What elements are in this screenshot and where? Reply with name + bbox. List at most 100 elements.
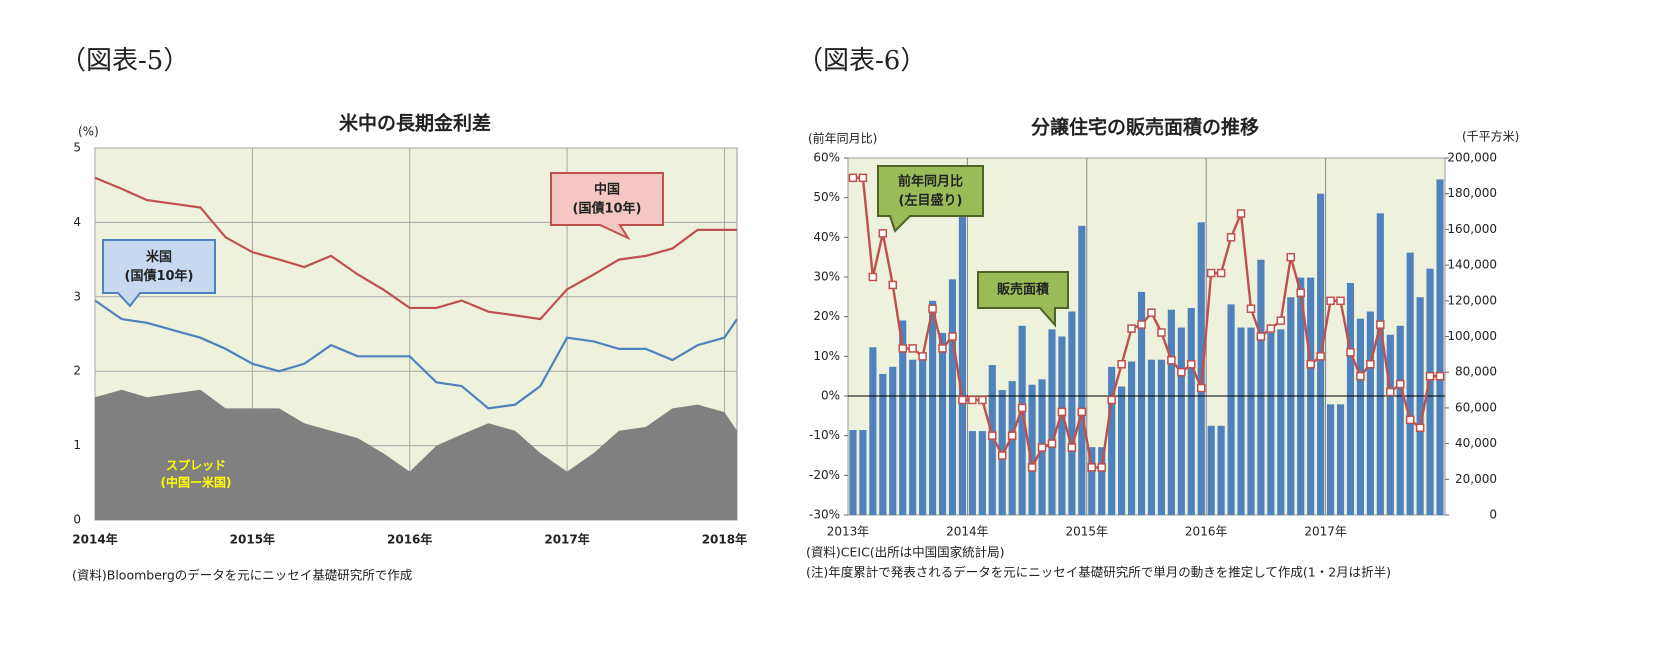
- bar: [889, 366, 897, 515]
- line-marker: [1117, 360, 1126, 369]
- line-marker: [1366, 360, 1375, 369]
- bar: [1118, 386, 1126, 515]
- bar: [1267, 332, 1275, 515]
- bar: [879, 373, 887, 515]
- bar: [1187, 307, 1195, 515]
- x-tick-label: 2014年: [946, 525, 989, 539]
- line-marker: [908, 344, 917, 353]
- bar: [1386, 334, 1394, 515]
- line: [94, 176, 737, 321]
- x-tick-label: 2017年: [1304, 525, 1347, 539]
- line-marker: [1405, 415, 1415, 425]
- y2-tick-label: 20,000: [1455, 472, 1497, 486]
- y2-tick-label: 140,000: [1447, 258, 1497, 272]
- x-tick-label: 2017年: [544, 532, 589, 547]
- bar: [928, 300, 937, 515]
- callout-box: [877, 165, 984, 233]
- line-marker: [1087, 463, 1097, 472]
- line-marker: [948, 332, 957, 341]
- line-marker: [1266, 324, 1276, 333]
- line-marker: [1425, 371, 1435, 381]
- bar: [1346, 282, 1355, 515]
- bar: [1207, 425, 1215, 515]
- line-marker: [1395, 379, 1405, 389]
- y-tick-label: 5: [73, 141, 81, 155]
- line-marker: [888, 280, 898, 290]
- line-marker: [1067, 443, 1077, 452]
- line-marker: [1376, 320, 1385, 329]
- line-marker: [1157, 328, 1166, 337]
- x-tick-label: 2015年: [1066, 525, 1109, 539]
- bar: [1147, 359, 1156, 515]
- plot-area: [847, 157, 1446, 516]
- line-marker: [978, 395, 987, 405]
- bar: [1108, 366, 1116, 515]
- y-tick-label: -30%: [809, 508, 840, 522]
- bar: [899, 320, 907, 515]
- x-tick-label: 2015年: [230, 532, 275, 547]
- bar: [1416, 297, 1424, 515]
- line-marker: [1196, 383, 1206, 393]
- line-marker: [1107, 395, 1116, 405]
- bar: [1177, 327, 1185, 515]
- line-marker: [1435, 371, 1445, 381]
- series-label: 中国: [594, 182, 620, 198]
- chart-title: 米中の長期金利差: [339, 112, 491, 135]
- bar: [1058, 336, 1066, 515]
- series-label: スプレッド: [166, 458, 226, 473]
- bar: [1008, 381, 1016, 515]
- bar: [1287, 297, 1295, 515]
- bar: [1366, 311, 1374, 515]
- y-axis-label: (前年同月比): [808, 131, 877, 146]
- line-marker: [1127, 324, 1136, 333]
- line-marker: [1256, 332, 1266, 341]
- line-marker: [848, 173, 858, 183]
- bar: [948, 279, 957, 515]
- y-tick-label: 30%: [813, 270, 840, 284]
- bar: [978, 431, 986, 515]
- callout-box: [977, 271, 1069, 328]
- bar: [1356, 318, 1365, 515]
- line-marker: [1177, 367, 1186, 377]
- bar: [1277, 329, 1285, 515]
- y-tick-label: 0%: [821, 389, 840, 403]
- area: [95, 389, 737, 520]
- line-marker: [1276, 316, 1286, 325]
- line-marker: [958, 395, 967, 405]
- line-marker: [968, 395, 977, 405]
- y-axis-label: (%): [78, 125, 99, 139]
- y-tick-label: -10%: [809, 428, 840, 442]
- x-tick-label: 2016年: [387, 532, 432, 547]
- bar: [1257, 259, 1265, 515]
- line-marker: [1137, 320, 1146, 329]
- bar: [1098, 447, 1106, 515]
- bar: [1068, 311, 1076, 515]
- line-marker: [1356, 371, 1365, 381]
- bar: [1078, 225, 1086, 515]
- line-marker: [1007, 431, 1017, 440]
- line-marker: [898, 344, 907, 353]
- bar: [1406, 252, 1414, 516]
- line-marker: [918, 352, 927, 361]
- series-label-detail: (中国ー米国): [161, 475, 232, 490]
- y2-tick-label: 0: [1489, 508, 1497, 522]
- line-marker: [1296, 288, 1305, 298]
- line-marker: [1077, 407, 1087, 417]
- y2-tick-label: 120,000: [1447, 293, 1497, 307]
- line-marker: [1167, 356, 1176, 365]
- line-marker: [878, 229, 888, 238]
- line-marker: [868, 272, 878, 282]
- bar: [1167, 309, 1175, 515]
- series-label: 前年同月比: [898, 174, 963, 190]
- line-marker: [1047, 439, 1057, 448]
- line-marker: [1326, 296, 1335, 306]
- bar: [1217, 425, 1225, 515]
- y-tick-label: 1: [73, 438, 81, 452]
- bar: [1376, 213, 1384, 515]
- line-marker: [858, 173, 868, 183]
- bar: [1237, 327, 1245, 515]
- y2-tick-label: 180,000: [1447, 186, 1497, 200]
- line-marker: [1037, 443, 1047, 452]
- source-note: (資料)Bloombergのデータを元にニッセイ基礎研究所で作成: [72, 568, 412, 583]
- line-marker: [1236, 209, 1246, 218]
